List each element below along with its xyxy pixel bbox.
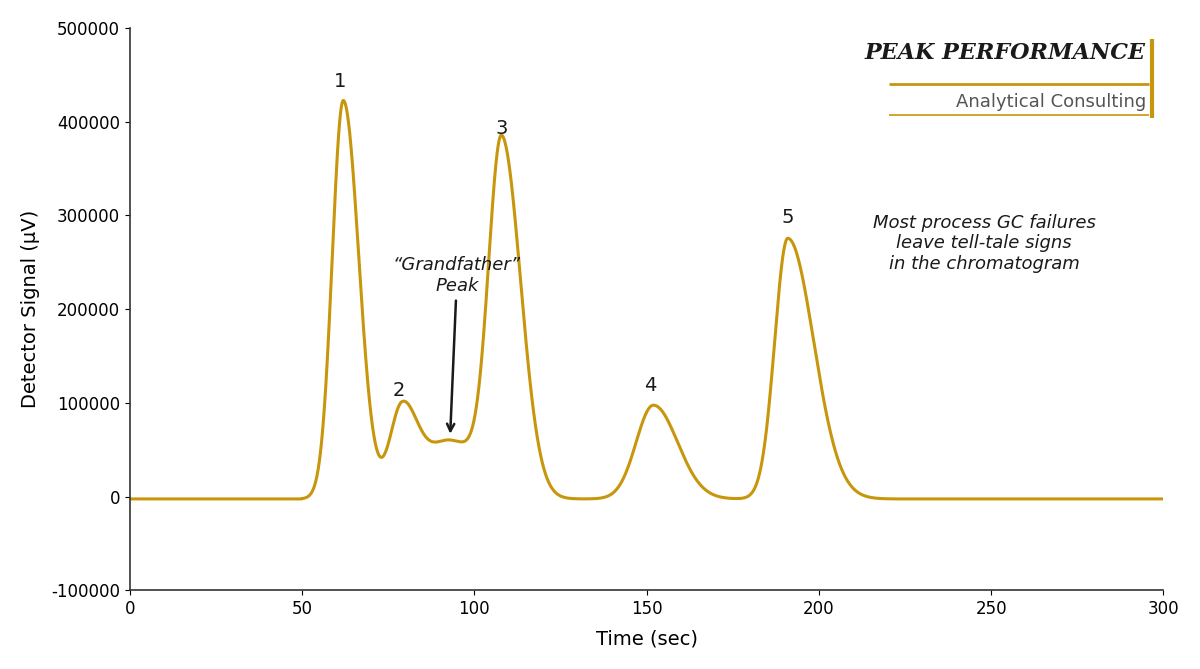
- Text: 2: 2: [392, 381, 404, 400]
- Text: PEAK PERFORMANCE: PEAK PERFORMANCE: [865, 42, 1146, 64]
- Text: 1: 1: [334, 72, 346, 90]
- Text: 3: 3: [496, 118, 508, 138]
- Text: 4: 4: [643, 377, 656, 395]
- X-axis label: Time (sec): Time (sec): [595, 629, 697, 648]
- Text: Analytical Consulting: Analytical Consulting: [955, 92, 1146, 110]
- Y-axis label: Detector Signal (μV): Detector Signal (μV): [20, 210, 40, 408]
- Text: 5: 5: [781, 207, 794, 227]
- Text: Most process GC failures
leave tell-tale signs
in the chromatogram: Most process GC failures leave tell-tale…: [872, 213, 1096, 273]
- Text: “Grandfather”
Peak: “Grandfather” Peak: [392, 256, 521, 431]
